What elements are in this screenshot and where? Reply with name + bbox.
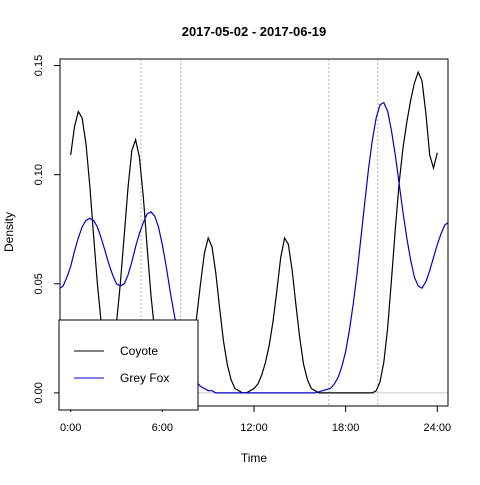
legend-label-grey-fox: Grey Fox xyxy=(120,371,169,385)
y-tick-label-1: 0.05 xyxy=(33,273,45,294)
y-tick-label-0: 0.00 xyxy=(33,382,45,403)
y-axis-label: Density xyxy=(2,212,16,252)
chart-title: 2017-05-02 - 2017-06-19 xyxy=(182,24,327,39)
y-tick-label-3: 0.15 xyxy=(33,55,45,76)
x-tick-label-2: 12:00 xyxy=(240,422,268,434)
x-axis-label: Time xyxy=(241,451,268,465)
y-tick-label-2: 0.10 xyxy=(33,164,45,185)
x-tick-label-4: 24:00 xyxy=(424,422,452,434)
x-tick-label-0: 0:00 xyxy=(60,422,81,434)
x-tick-label-3: 18:00 xyxy=(332,422,360,434)
legend-box xyxy=(59,320,198,410)
legend: Coyote Grey Fox xyxy=(59,320,198,410)
legend-label-coyote: Coyote xyxy=(120,344,158,358)
x-tick-label-1: 6:00 xyxy=(152,422,173,434)
